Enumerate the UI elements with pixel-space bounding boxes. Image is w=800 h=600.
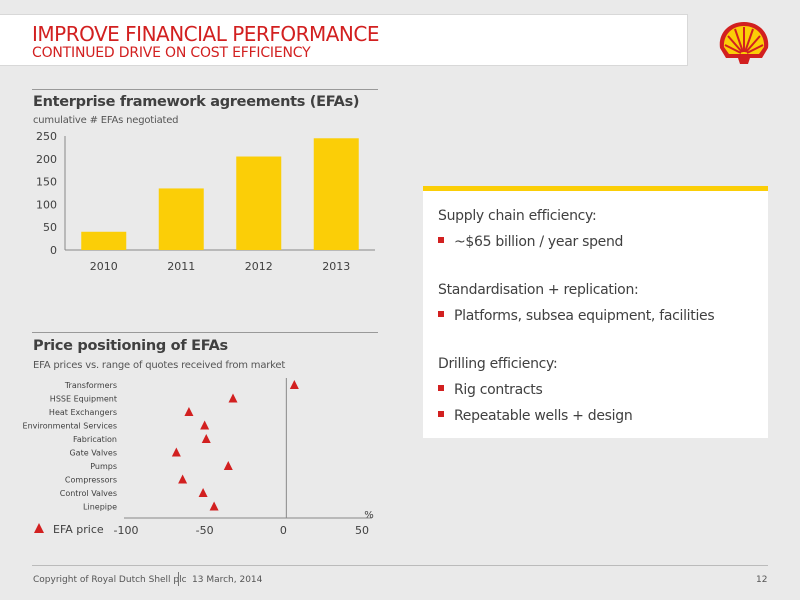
scatter-point-pumps	[223, 461, 233, 470]
shell-pecten-logo	[719, 22, 769, 64]
footer-divider	[178, 572, 179, 586]
scatter-point-fabrication	[201, 434, 211, 443]
bar-2012	[236, 156, 282, 250]
scatter-category-label: Control Valves	[60, 489, 117, 498]
legend-triangle-icon	[34, 523, 44, 533]
bar-2013	[313, 138, 359, 250]
bar-x-tick-label: 2011	[167, 260, 195, 273]
scatter-x-tick-label: -100	[114, 524, 139, 537]
chart1-rule	[32, 89, 378, 90]
scatter-x-tick-label: 50	[355, 524, 369, 537]
chart2-subtitle: EFA prices vs. range of quotes received …	[33, 360, 286, 371]
bullet-icon	[438, 237, 444, 243]
bar-2011	[158, 188, 204, 250]
panel-item-platforms: Platforms, subsea equipment, facilities	[438, 308, 715, 324]
panel-heading-standardisation: Standardisation + replication:	[438, 282, 639, 298]
bar-y-tick-label: 100	[36, 198, 57, 211]
scatter-point-transformers	[289, 380, 299, 389]
panel-heading-drilling: Drilling efficiency:	[438, 356, 558, 372]
bar-chart: 0 50 100 150 200 250 2010 2011 2012 2013	[36, 130, 375, 273]
bar-x-tick-label: 2013	[322, 260, 350, 273]
bar-y-tick-label: 200	[36, 153, 57, 166]
footer-copyright: Copyright of Royal Dutch Shell plc	[33, 575, 187, 585]
scatter-category-label: HSSE Equipment	[50, 395, 117, 404]
chart1-title: Enterprise framework agreements (EFAs)	[33, 94, 360, 110]
scatter-x-unit-label: %	[364, 510, 374, 521]
bar-x-tick-label: 2012	[245, 260, 273, 273]
scatter-category-label: Fabrication	[73, 435, 117, 444]
scatter-category-label: Pumps	[90, 462, 117, 471]
chart2-title: Price positioning of EFAs	[33, 338, 228, 354]
footer-rule	[32, 565, 768, 566]
scatter-point-environmental-services	[200, 420, 210, 430]
scatter-point-control-valves	[198, 488, 208, 497]
panel-item-repeatable-wells: Repeatable wells + design	[438, 408, 633, 424]
scatter-point-heat-exchangers	[184, 407, 194, 416]
footer-date: 13 March, 2014	[192, 575, 263, 585]
slide-subtitle: CONTINUED DRIVE ON COST EFFICIENCY	[32, 45, 311, 61]
footer-page-number: 12	[756, 575, 768, 585]
scatter-category-label: Gate Valves	[69, 449, 117, 458]
scatter-point-gate-valves	[171, 447, 181, 457]
bar-2010	[81, 231, 127, 250]
panel-item-rig-contracts: Rig contracts	[438, 382, 543, 398]
bar-y-tick-label: 150	[36, 176, 57, 189]
bar-y-tick-label: 0	[50, 244, 57, 257]
scatter-x-tick-label: -50	[196, 524, 214, 537]
bullet-icon	[438, 385, 444, 391]
chart1-subtitle: cumulative # EFAs negotiated	[33, 115, 179, 126]
chart2-rule	[32, 332, 378, 333]
bar-x-tick-label: 2010	[90, 260, 118, 273]
scatter-chart: Transformers HSSE Equipment Heat Exchanger…	[23, 378, 374, 537]
scatter-category-label: Transformers	[64, 381, 117, 390]
scatter-point-hsse-equipment	[228, 393, 238, 403]
scatter-category-label: Compressors	[65, 476, 117, 485]
bullet-icon	[438, 311, 444, 317]
title-box	[0, 14, 688, 66]
scatter-point-linepipe	[209, 501, 219, 511]
scatter-x-tick-label: 0	[280, 524, 287, 537]
panel-item-spend: ~$65 billion / year spend	[438, 234, 623, 250]
scatter-point-compressors	[178, 474, 188, 484]
bar-y-tick-label: 250	[36, 130, 57, 143]
bullet-icon	[438, 411, 444, 417]
scatter-category-label: Linepipe	[83, 503, 117, 512]
scatter-category-label: Heat Exchangers	[49, 408, 117, 417]
scatter-category-label: Environmental Services	[23, 422, 117, 431]
efficiency-panel: Supply chain efficiency: ~$65 billion / …	[423, 186, 768, 438]
bar-y-tick-label: 50	[43, 221, 57, 234]
panel-heading-supply-chain: Supply chain efficiency:	[438, 208, 597, 224]
slide-title: IMPROVE FINANCIAL PERFORMANCE	[32, 22, 379, 46]
legend-label: EFA price	[53, 523, 104, 536]
